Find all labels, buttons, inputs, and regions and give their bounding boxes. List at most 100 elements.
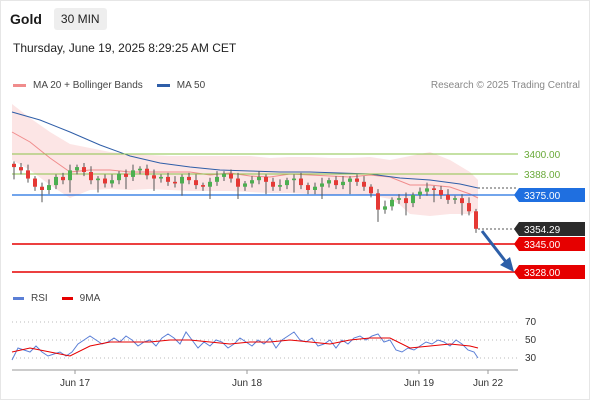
candle-body	[453, 198, 457, 200]
level-3345-label: 3345.00	[524, 240, 561, 251]
chart-header: Gold 30 MIN	[10, 8, 107, 30]
candle-body	[341, 181, 345, 186]
candle-body	[467, 203, 471, 212]
legend-rsi: RSI	[13, 293, 48, 304]
level-3388-label: 3388.00	[524, 170, 561, 181]
xlabel-jun18: Jun 18	[232, 378, 262, 389]
candle-body	[131, 170, 135, 177]
candle-body	[89, 172, 93, 181]
xlabel-jun19: Jun 19	[404, 378, 434, 389]
candle-body	[460, 198, 464, 204]
level-3345-tag: 3345.00	[514, 237, 585, 251]
candle-body	[355, 178, 359, 182]
candle-body	[124, 173, 128, 177]
rsi-line	[11, 331, 479, 361]
candle-body	[61, 176, 65, 181]
candle-body	[19, 167, 23, 171]
candle-body	[292, 178, 296, 181]
candle-body	[215, 176, 219, 182]
candle-body	[306, 185, 310, 190]
candle-body	[12, 163, 16, 168]
rsi-legend: RSI 9MA	[13, 293, 114, 304]
candle-body	[180, 176, 184, 184]
price-legend: MA 20 + Bollinger Bands MA 50	[13, 80, 219, 91]
ma20-line	[11, 131, 479, 199]
rsi-9ma-line	[11, 337, 479, 357]
rsi-label-50: 50	[525, 335, 537, 346]
candle-body	[222, 173, 226, 177]
candle-body	[194, 180, 198, 186]
candle-body	[103, 178, 107, 184]
rsi-label-70: 70	[525, 317, 537, 328]
candle-body	[159, 176, 163, 179]
forecast-arrow-head	[500, 257, 514, 272]
candle-body	[40, 186, 44, 190]
legend-9ma: 9MA	[61, 293, 101, 304]
candle-body	[243, 183, 247, 187]
candle-body	[320, 183, 324, 187]
candle-body	[152, 175, 156, 179]
legend-swatch-ma50	[156, 84, 170, 87]
candle-body	[362, 181, 366, 187]
candle-body	[418, 191, 422, 195]
candle-body	[68, 170, 72, 181]
candles	[12, 161, 478, 233]
candle-body	[82, 167, 86, 172]
legend-swatch-9ma	[61, 297, 73, 300]
candle-body	[285, 180, 289, 186]
timeframe-badge[interactable]: 30 MIN	[53, 8, 107, 30]
candle-body	[54, 176, 58, 186]
forecast-arrow-shaft	[480, 230, 508, 263]
last-price-tag: 3354.29	[514, 222, 585, 236]
candle-body	[187, 176, 191, 181]
candle-body	[397, 198, 401, 200]
xlabel-jun17: Jun 17	[60, 378, 90, 389]
candle-body	[250, 180, 254, 184]
candle-body	[229, 173, 233, 179]
legend-swatch-rsi	[13, 297, 24, 300]
research-credit: Research © 2025 Trading Central	[430, 80, 580, 91]
instrument-title: Gold	[10, 11, 42, 27]
candle-body	[390, 199, 394, 207]
candle-body	[201, 185, 205, 187]
rsi-label-30: 30	[525, 353, 537, 364]
candle-body	[26, 170, 30, 179]
candle-body	[383, 206, 387, 210]
candle-body	[138, 168, 142, 171]
legend-swatch-ma20	[13, 84, 26, 87]
candle-body	[404, 198, 408, 204]
candle-body	[110, 180, 114, 184]
level-3328-tag: 3328.00	[514, 265, 585, 279]
candle-body	[173, 181, 177, 184]
candle-body	[264, 176, 268, 182]
candle-body	[369, 186, 373, 194]
legend-label-ma50: MA 50	[176, 80, 206, 91]
candle-body	[432, 188, 436, 190]
candle-body	[271, 181, 275, 187]
candle-body	[474, 211, 478, 229]
candle-body	[376, 193, 380, 210]
xlabel-jun22: Jun 22	[473, 378, 503, 389]
candle-body	[327, 180, 331, 184]
candle-body	[117, 173, 121, 181]
legend-label-9ma: 9MA	[79, 293, 101, 304]
candle-body	[348, 178, 352, 182]
candle-body	[411, 194, 415, 204]
candle-body	[208, 181, 212, 187]
level-3328-label: 3328.00	[524, 268, 561, 279]
level-3400-label: 3400.00	[524, 150, 561, 161]
candle-body	[446, 194, 450, 200]
candle-body	[299, 178, 303, 186]
candle-body	[166, 176, 170, 182]
candle-body	[33, 178, 37, 187]
candle-body	[439, 190, 443, 195]
legend-label-ma20: MA 20 + Bollinger Bands	[33, 80, 143, 91]
candle-body	[236, 178, 240, 187]
level-3375-label: 3375.00	[524, 191, 561, 202]
candle-body	[96, 178, 100, 181]
ma50-line	[11, 111, 479, 189]
candle-body	[278, 185, 282, 187]
candle-body	[313, 186, 317, 190]
candle-body	[257, 176, 261, 181]
